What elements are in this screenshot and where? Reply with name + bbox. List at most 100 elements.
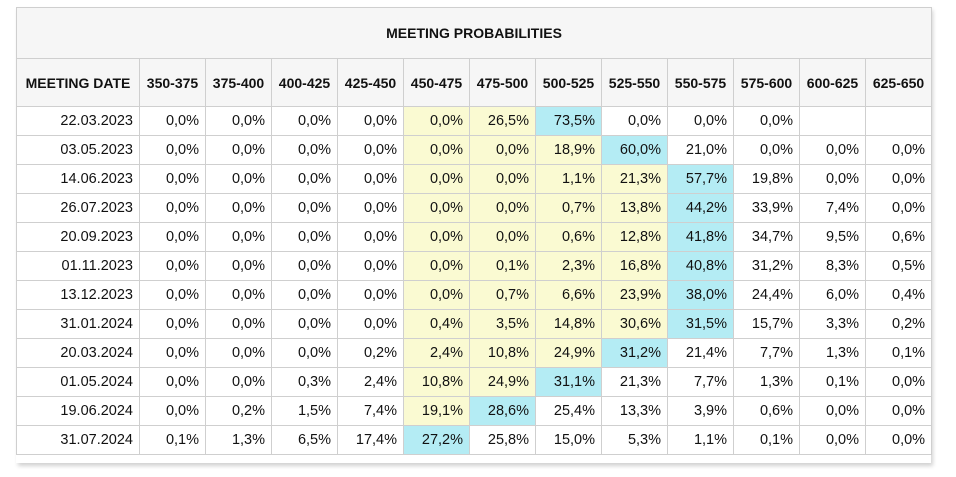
probability-cell: 19,8% xyxy=(733,164,800,194)
probability-cell: 7,7% xyxy=(733,338,800,368)
probability-cell: 2,4% xyxy=(403,338,470,368)
probability-cell: 14,8% xyxy=(535,309,602,339)
probability-cell: 19,1% xyxy=(403,396,470,426)
probability-cell: 0,2% xyxy=(337,338,404,368)
probability-cell: 1,3% xyxy=(205,425,272,455)
probability-cell: 0,0% xyxy=(139,193,206,223)
table-row: 01.11.2023 0,0% 0,0% 0,0% 0,0% 0,0% 0,1% 2,3% 16… xyxy=(16,251,933,281)
probability-cell: 0,0% xyxy=(139,367,206,397)
probability-cell: 30,6% xyxy=(601,309,668,339)
meeting-date-cell: 31.07.2024 xyxy=(16,425,140,455)
meeting-date-cell: 13.12.2023 xyxy=(16,280,140,310)
table-row: 03.05.2023 0,0% 0,0% 0,0% 0,0% 0,0% 0,0% 18,9% 6… xyxy=(16,135,933,165)
probability-cell: 0,0% xyxy=(403,222,470,252)
probability-cell: 6,6% xyxy=(535,280,602,310)
probability-cell: 0,0% xyxy=(205,135,272,165)
probability-cell: 0,0% xyxy=(271,338,338,368)
probability-cell: 0,0% xyxy=(205,193,272,223)
probability-cell: 1,1% xyxy=(667,425,734,455)
meeting-date-cell: 14.06.2023 xyxy=(16,164,140,194)
probability-cell: 0,0% xyxy=(337,135,404,165)
probability-cell: 0,0% xyxy=(337,193,404,223)
probability-cell: 5,3% xyxy=(601,425,668,455)
probability-cell: 0,0% xyxy=(799,135,866,165)
probability-cell: 0,0% xyxy=(403,193,470,223)
probability-cell: 0,0% xyxy=(337,309,404,339)
probability-cell: 21,0% xyxy=(667,135,734,165)
column-header: 625-650 xyxy=(864,58,933,107)
column-header: 500-525 xyxy=(535,58,602,107)
probability-cell: 0,0% xyxy=(271,280,338,310)
probability-cell: 31,5% xyxy=(667,309,734,339)
column-header: 600-625 xyxy=(799,58,866,107)
probability-cell: 0,0% xyxy=(205,222,272,252)
probability-cell: 44,2% xyxy=(667,193,734,223)
probability-cell: 0,0% xyxy=(139,222,206,252)
probability-cell: 0,1% xyxy=(139,425,206,455)
table-row: 20.03.2024 0,0% 0,0% 0,0% 0,2% 2,4% 10,8% 24,9%… xyxy=(16,338,933,368)
probability-cell: 0,4% xyxy=(403,309,470,339)
probability-cell: 21,4% xyxy=(667,338,734,368)
probability-cell: 0,1% xyxy=(864,338,933,368)
probability-cell: 0,0% xyxy=(403,106,470,136)
probability-cell: 31,2% xyxy=(733,251,800,281)
probability-cell: 0,0% xyxy=(271,309,338,339)
probability-cell: 8,3% xyxy=(799,251,866,281)
probability-cell: 0,0% xyxy=(864,164,933,194)
probability-cell: 0,2% xyxy=(205,396,272,426)
meeting-date-cell: 01.11.2023 xyxy=(16,251,140,281)
probability-cell: 1,1% xyxy=(535,164,602,194)
table-row: 14.06.2023 0,0% 0,0% 0,0% 0,0% 0,0% 0,0% 1,1% 21… xyxy=(16,164,933,194)
probability-cell: 0,6% xyxy=(864,222,933,252)
probability-cell: 21,3% xyxy=(601,367,668,397)
probability-cell: 7,7% xyxy=(667,367,734,397)
probability-cell: 18,9% xyxy=(535,135,602,165)
column-header: 350-375 xyxy=(139,58,206,107)
probability-cell: 0,0% xyxy=(403,164,470,194)
probability-cell: 0,0% xyxy=(205,280,272,310)
probability-cell: 0,0% xyxy=(205,367,272,397)
probability-cell: 1,3% xyxy=(733,367,800,397)
meeting-date-cell: 03.05.2023 xyxy=(16,135,140,165)
probability-cell: 25,4% xyxy=(535,396,602,426)
probability-cell: 57,7% xyxy=(667,164,734,194)
probability-cell: 0,0% xyxy=(271,106,338,136)
table-row: 13.12.2023 0,0% 0,0% 0,0% 0,0% 0,0% 0,7% 6,6% 23… xyxy=(16,280,933,310)
probability-cell: 0,0% xyxy=(337,251,404,281)
probability-cell: 0,6% xyxy=(733,396,800,426)
probability-cell: 2,4% xyxy=(337,367,404,397)
probability-cell: 0,0% xyxy=(799,425,866,455)
probability-cell: 24,9% xyxy=(469,367,536,397)
probability-cell: 31,2% xyxy=(601,338,668,368)
probability-cell: 0,2% xyxy=(864,309,933,339)
table-row: 26.07.2023 0,0% 0,0% 0,0% 0,0% 0,0% 0,0% 0,7% 13… xyxy=(16,193,933,223)
probability-cell: 0,0% xyxy=(139,396,206,426)
probability-cell: 0,0% xyxy=(271,251,338,281)
probability-cell: 10,8% xyxy=(403,367,470,397)
probability-cell: 13,8% xyxy=(601,193,668,223)
probability-cell: 0,0% xyxy=(139,135,206,165)
probability-cell: 0,0% xyxy=(139,164,206,194)
probability-cell: 0,1% xyxy=(469,251,536,281)
probability-cell: 0,0% xyxy=(403,135,470,165)
probability-cell: 27,2% xyxy=(403,425,470,455)
probability-cell: 23,9% xyxy=(601,280,668,310)
column-header: 450-475 xyxy=(403,58,470,107)
column-header: 375-400 xyxy=(205,58,272,107)
probability-cell: 0,0% xyxy=(733,106,800,136)
probability-cell: 0,0% xyxy=(337,106,404,136)
column-header: 475-500 xyxy=(469,58,536,107)
probability-cell: 0,7% xyxy=(535,193,602,223)
table-row: 20.09.2023 0,0% 0,0% 0,0% 0,0% 0,0% 0,0% 0,6% 12… xyxy=(16,222,933,252)
table-row: 22.03.2023 0,0% 0,0% 0,0% 0,0% 0,0% 26,5% 73,5%… xyxy=(16,106,933,136)
probability-cell: 1,3% xyxy=(799,338,866,368)
meeting-date-cell: 01.05.2024 xyxy=(16,367,140,397)
meeting-date-cell: 20.03.2024 xyxy=(16,338,140,368)
probability-cell: 0,0% xyxy=(864,135,933,165)
column-header-row: MEETING DATE 350-375 375-400 400-425 425-45… xyxy=(16,58,933,107)
probability-cell: 26,5% xyxy=(469,106,536,136)
probability-cell: 3,3% xyxy=(799,309,866,339)
probability-cell: 9,5% xyxy=(799,222,866,252)
table-row: 19.06.2024 0,0% 0,2% 1,5% 7,4% 19,1% 28,6% 25,4… xyxy=(16,396,933,426)
probability-cell: 0,0% xyxy=(403,280,470,310)
